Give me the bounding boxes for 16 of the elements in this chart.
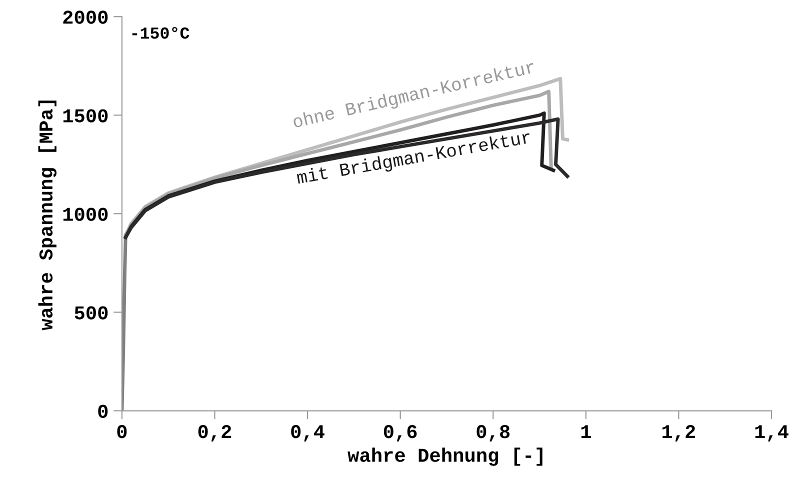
x-tick-label: 0,4 — [291, 425, 324, 442]
y-tick-label: 1500 — [63, 109, 108, 122]
x-tick-label: 0 — [117, 425, 127, 438]
x-tick-label: 1,2 — [662, 425, 696, 442]
x-tick-label: 0,6 — [384, 425, 417, 442]
x-tick-label: 1 — [581, 425, 591, 438]
x-tick-label: 0,8 — [476, 425, 510, 442]
x-tick-label: 0,2 — [198, 425, 232, 442]
annotation: -150°C — [132, 26, 190, 39]
y-tick-label: 1000 — [63, 208, 108, 221]
y-tick-label: 2000 — [63, 10, 108, 24]
y-tick-label: 0 — [98, 404, 108, 418]
y-axis-title: wahre Spannung [MPa] — [38, 100, 57, 330]
y-tick-label: 500 — [74, 306, 108, 320]
x-axis-title: wahre Dehnung [-] — [348, 448, 542, 466]
x-tick-label: 1,4 — [755, 425, 788, 442]
